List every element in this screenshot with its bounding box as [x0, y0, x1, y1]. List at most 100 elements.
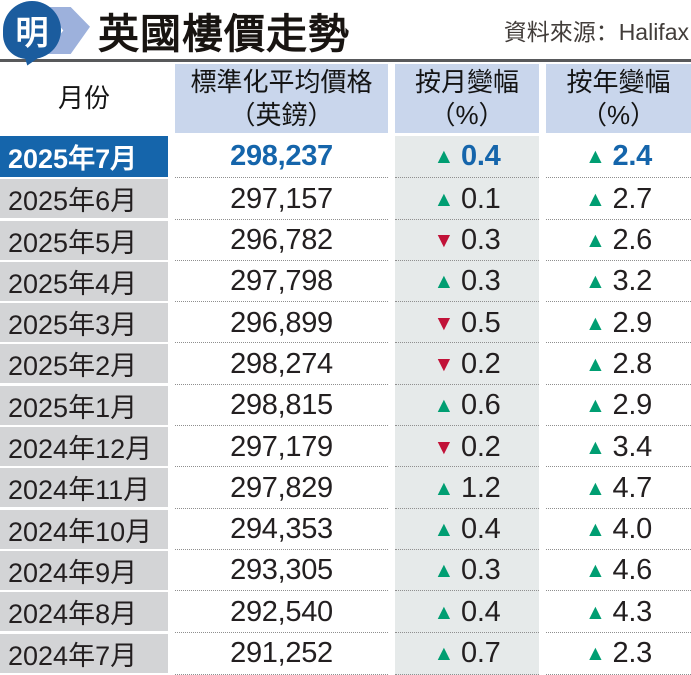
month-cell: 2025年4月 — [0, 261, 168, 301]
yoy-cell: ▲ 2.6 — [546, 218, 691, 262]
price-cell: 292,540 — [175, 590, 388, 633]
up-triangle-icon: ▲ — [585, 229, 606, 253]
mom-cell: ▲ 0.3 — [395, 548, 539, 592]
yoy-cell: ▲ 4.6 — [546, 548, 691, 592]
yoy-value: 2.9 — [612, 306, 653, 339]
yoy-cell: ▲ 2.7 — [546, 177, 691, 220]
mom-value: 0.6 — [461, 389, 501, 422]
down-triangle-icon: ▼ — [433, 352, 455, 376]
table-row: 2024年9月 293,305 ▲ 0.3 ▲ 4.6 — [0, 548, 691, 592]
mom-cell: ▲ 0.3 — [395, 259, 539, 303]
price-cell: 297,829 — [175, 466, 388, 509]
table-row: 2024年8月 292,540 ▲ 0.4 ▲ 4.3 — [0, 590, 691, 634]
mom-value: 0.2 — [461, 347, 501, 380]
table-row: 2024年11月 297,829 ▲ 1.2 ▲ 4.7 — [0, 466, 691, 510]
yoy-cell: ▲ 2.9 — [546, 301, 691, 344]
mom-cell: ▼ 0.2 — [395, 425, 539, 469]
mom-value: 0.3 — [461, 224, 501, 257]
yoy-value: 2.4 — [612, 140, 653, 173]
up-triangle-icon: ▲ — [585, 145, 606, 169]
month-label: 2025年5月 — [8, 227, 138, 258]
down-triangle-icon: ▼ — [433, 229, 455, 253]
month-cell: 2025年2月 — [0, 344, 168, 384]
mom-cell: ▲ 1.2 — [395, 466, 539, 510]
month-label: 2024年12月 — [8, 434, 153, 465]
column-header-price-line2: （英鎊） — [229, 99, 334, 130]
yoy-cell: ▲ 4.7 — [546, 466, 691, 509]
yoy-value: 2.7 — [612, 182, 653, 215]
yoy-cell: ▲ 2.4 — [546, 136, 691, 177]
up-triangle-icon: ▲ — [433, 641, 455, 665]
yoy-cell: ▲ 4.3 — [546, 590, 691, 633]
table-row: 2025年5月 296,782 ▼ 0.3 ▲ 2.6 — [0, 218, 691, 262]
column-header-mom-line2: （%） — [429, 99, 505, 130]
masthead: 明 英國樓價走勢 資料來源：Halifax — [0, 0, 691, 59]
divider-rule — [0, 59, 691, 62]
table-row: 2025年3月 296,899 ▼ 0.5 ▲ 2.9 — [0, 301, 691, 345]
column-header-yoy-line2: （%） — [580, 99, 657, 130]
month-label: 2025年3月 — [8, 310, 138, 341]
month-cell: 2024年7月 — [0, 633, 168, 673]
month-cell: 2024年8月 — [0, 592, 168, 632]
table-row: 2024年10月 294,353 ▲ 0.4 ▲ 4.0 — [0, 507, 691, 551]
page-title: 英國樓價走勢 — [98, 10, 350, 57]
table-body: 2025年7月 298,237 ▲ 0.4 ▲ 2.4 2025年6月 297,… — [0, 136, 691, 675]
up-triangle-icon: ▲ — [433, 145, 455, 169]
mom-value: 0.3 — [461, 265, 501, 298]
up-triangle-icon: ▲ — [585, 352, 606, 376]
mom-cell: ▲ 0.6 — [395, 383, 539, 427]
yoy-value: 4.0 — [612, 513, 653, 546]
price-cell: 298,815 — [175, 383, 388, 427]
yoy-value: 4.7 — [612, 471, 653, 504]
up-triangle-icon: ▲ — [585, 311, 606, 335]
month-label: 2025年1月 — [8, 392, 138, 423]
month-label: 2024年7月 — [8, 640, 138, 671]
up-triangle-icon: ▲ — [433, 476, 455, 500]
mom-cell: ▲ 0.1 — [395, 177, 539, 221]
column-header-price-line1: 標準化平均價格 — [190, 67, 373, 98]
mom-cell: ▼ 0.2 — [395, 342, 539, 386]
data-source-label: 資料來源：Halifax — [503, 18, 689, 45]
column-header-yoy: 按年變幅 （%） — [546, 64, 691, 133]
yoy-cell: ▲ 3.2 — [546, 259, 691, 303]
table-row: 2024年7月 291,252 ▲ 0.7 ▲ 2.3 — [0, 631, 691, 675]
month-label: 2025年7月 — [8, 144, 138, 175]
yoy-value: 2.9 — [612, 389, 653, 422]
down-triangle-icon: ▼ — [433, 311, 455, 335]
mom-value: 1.2 — [461, 471, 501, 504]
price-cell: 296,899 — [175, 301, 388, 344]
up-triangle-icon: ▲ — [585, 435, 606, 459]
table-header-row: 月份 標準化平均價格 （英鎊） 按月變幅 （%） 按年變幅 （%） — [0, 64, 691, 133]
yoy-value: 3.4 — [612, 430, 653, 463]
up-triangle-icon: ▲ — [433, 559, 455, 583]
mom-value: 0.1 — [461, 182, 501, 215]
up-triangle-icon: ▲ — [433, 270, 455, 294]
up-triangle-icon: ▲ — [433, 394, 455, 418]
mom-cell: ▼ 0.5 — [395, 301, 539, 345]
up-triangle-icon: ▲ — [585, 394, 606, 418]
month-label: 2024年11月 — [8, 475, 151, 506]
up-triangle-icon: ▲ — [585, 641, 606, 665]
yoy-cell: ▲ 2.9 — [546, 383, 691, 427]
yoy-value: 2.6 — [612, 224, 653, 257]
price-cell: 298,274 — [175, 342, 388, 385]
month-cell: 2024年12月 — [0, 427, 168, 467]
logo-glyph: 明 — [15, 13, 49, 52]
month-label: 2025年6月 — [8, 186, 138, 217]
month-cell: 2024年10月 — [0, 509, 168, 549]
up-triangle-icon: ▲ — [585, 187, 606, 211]
yoy-value: 2.8 — [612, 347, 653, 380]
price-cell: 291,252 — [175, 631, 388, 675]
mingpao-logo: 明 — [0, 0, 94, 59]
price-cell: 297,157 — [175, 177, 388, 220]
up-triangle-icon: ▲ — [433, 187, 455, 211]
month-cell: 2025年6月 — [0, 179, 168, 219]
mom-value: 0.4 — [461, 595, 501, 628]
up-triangle-icon: ▲ — [585, 600, 606, 624]
yoy-cell: ▲ 4.0 — [546, 507, 691, 551]
month-label: 2024年8月 — [8, 599, 138, 630]
table-row: 2025年4月 297,798 ▲ 0.3 ▲ 3.2 — [0, 259, 691, 303]
column-header-yoy-line1: 按年變幅 — [566, 67, 671, 98]
month-cell: 2024年9月 — [0, 550, 168, 590]
table-row: 2025年7月 298,237 ▲ 0.4 ▲ 2.4 — [0, 136, 691, 178]
